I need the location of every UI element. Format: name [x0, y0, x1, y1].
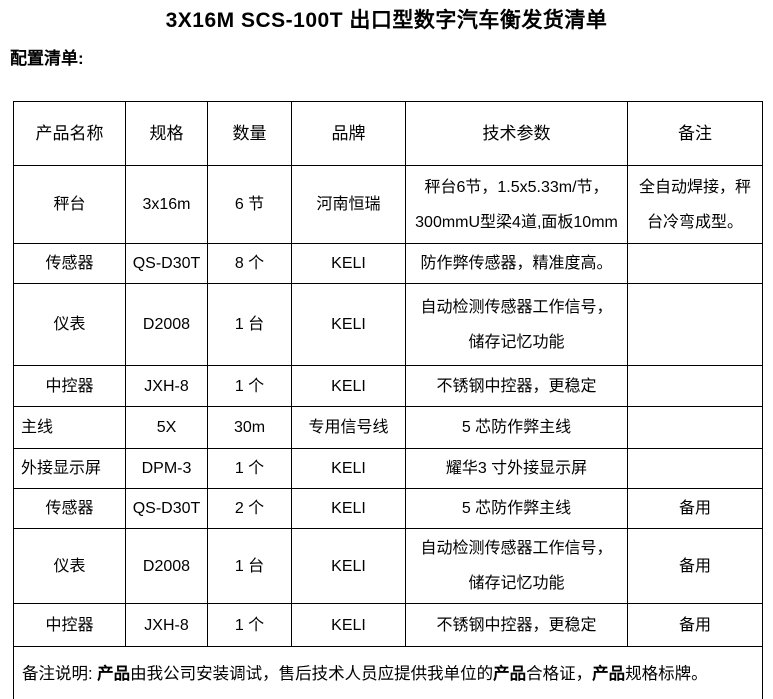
header-tech-params: 技术参数	[405, 101, 628, 166]
cell-tech-params: 自动检测传感器工作信号， 储存记忆功能	[405, 283, 628, 366]
cell-spec: JXH-8	[125, 365, 208, 407]
table-row: 传感器 QS-D30T 8 个 KELI 防作弊传感器，精准度高。	[13, 243, 763, 284]
cell-spec: 3x16m	[125, 165, 208, 244]
cell-quantity: 30m	[207, 406, 292, 449]
cell-remark: 备用	[627, 488, 763, 529]
table-row: 外接显示屏 DPM-3 1 个 KELI 耀华3 寸外接显示屏	[13, 448, 763, 489]
shipping-list-table: 产品名称 规格 数量 品牌 技术参数 备注 秤台 3x16m 6 节 河南恒瑞 …	[13, 101, 763, 699]
cell-product-name: 仪表	[13, 283, 126, 366]
cell-remark	[627, 365, 763, 407]
footer-note: 备注说明: 产品由我公司安装调试，售后技术人员应提供我单位的产品合格证，产品规格…	[13, 646, 763, 699]
cell-quantity: 8 个	[207, 243, 292, 284]
cell-spec: QS-D30T	[125, 243, 208, 284]
table-header-row: 产品名称 规格 数量 品牌 技术参数 备注	[13, 101, 763, 166]
cell-spec: DPM-3	[125, 448, 208, 489]
cell-brand: KELI	[291, 603, 406, 647]
cell-remark	[627, 406, 763, 449]
cell-tech-params: 耀华3 寸外接显示屏	[405, 448, 628, 489]
cell-remark	[627, 448, 763, 489]
cell-remark	[627, 283, 763, 366]
cell-brand: KELI	[291, 365, 406, 407]
config-list-label: 配置清单:	[10, 49, 84, 68]
header-quantity: 数量	[207, 101, 292, 166]
cell-quantity: 1 个	[207, 365, 292, 407]
cell-product-name: 仪表	[13, 528, 126, 604]
table-row: 秤台 3x16m 6 节 河南恒瑞 秤台6节，1.5x5.33m/节， 300m…	[13, 165, 763, 244]
cell-product-name: 主线	[13, 406, 126, 449]
cell-product-name: 中控器	[13, 603, 126, 647]
cell-quantity: 1 个	[207, 448, 292, 489]
cell-brand: KELI	[291, 528, 406, 604]
cell-tech-params: 不锈钢中控器，更稳定	[405, 365, 628, 407]
cell-quantity: 1 台	[207, 283, 292, 366]
cell-spec: D2008	[125, 528, 208, 604]
cell-tech-params: 防作弊传感器，精准度高。	[405, 243, 628, 284]
header-spec: 规格	[125, 101, 208, 166]
cell-quantity: 1 个	[207, 603, 292, 647]
table-row: 中控器 JXH-8 1 个 KELI 不锈钢中控器，更稳定	[13, 365, 763, 407]
document-title: 3X16M SCS-100T 出口型数字汽车衡发货清单	[165, 9, 608, 32]
cell-product-name: 传感器	[13, 488, 126, 529]
cell-spec: D2008	[125, 283, 208, 366]
cell-tech-params: 秤台6节，1.5x5.33m/节， 300mmU型梁4道,面板10mm	[405, 165, 628, 244]
cell-spec: JXH-8	[125, 603, 208, 647]
cell-product-name: 中控器	[13, 365, 126, 407]
cell-product-name: 传感器	[13, 243, 126, 284]
table-footer-row: 备注说明: 产品由我公司安装调试，售后技术人员应提供我单位的产品合格证，产品规格…	[13, 646, 763, 699]
cell-quantity: 2 个	[207, 488, 292, 529]
cell-product-name: 秤台	[13, 165, 126, 244]
cell-tech-params: 5 芯防作弊主线	[405, 406, 628, 449]
cell-remark: 备用	[627, 528, 763, 604]
cell-remark: 全自动焊接，秤 台冷弯成型。	[627, 165, 763, 244]
cell-remark: 备用	[627, 603, 763, 647]
cell-spec: QS-D30T	[125, 488, 208, 529]
cell-brand: KELI	[291, 488, 406, 529]
table-row: 仪表 D2008 1 台 KELI 自动检测传感器工作信号， 储存记忆功能 备用	[13, 528, 763, 604]
cell-brand: KELI	[291, 283, 406, 366]
header-product-name: 产品名称	[13, 101, 126, 166]
header-brand: 品牌	[291, 101, 406, 166]
header-remark: 备注	[627, 101, 763, 166]
cell-quantity: 6 节	[207, 165, 292, 244]
cell-brand: 河南恒瑞	[291, 165, 406, 244]
cell-brand: KELI	[291, 243, 406, 284]
table-row: 中控器 JXH-8 1 个 KELI 不锈钢中控器，更稳定 备用	[13, 603, 763, 647]
cell-spec: 5X	[125, 406, 208, 449]
cell-product-name: 外接显示屏	[13, 448, 126, 489]
table-row: 仪表 D2008 1 台 KELI 自动检测传感器工作信号， 储存记忆功能	[13, 283, 763, 366]
cell-brand: 专用信号线	[291, 406, 406, 449]
cell-brand: KELI	[291, 448, 406, 489]
cell-remark	[627, 243, 763, 284]
cell-tech-params: 5 芯防作弊主线	[405, 488, 628, 529]
table-row: 传感器 QS-D30T 2 个 KELI 5 芯防作弊主线 备用	[13, 488, 763, 529]
cell-tech-params: 自动检测传感器工作信号， 储存记忆功能	[405, 528, 628, 604]
cell-quantity: 1 台	[207, 528, 292, 604]
cell-tech-params: 不锈钢中控器，更稳定	[405, 603, 628, 647]
table-row: 主线 5X 30m 专用信号线 5 芯防作弊主线	[13, 406, 763, 449]
